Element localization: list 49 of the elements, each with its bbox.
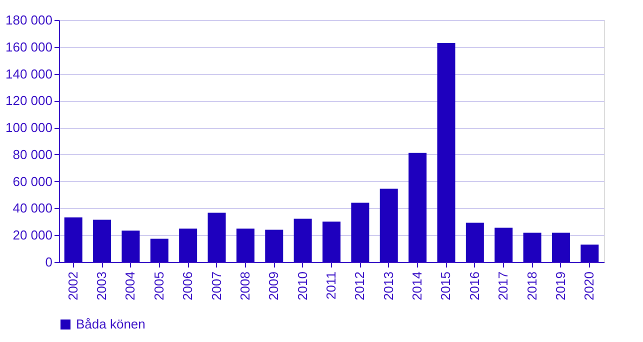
x-tick-label: 2002 xyxy=(65,272,80,300)
y-tick-label: 40 000 xyxy=(12,200,52,216)
bar xyxy=(466,222,484,262)
y-tick-label: 0 xyxy=(45,254,52,270)
y-tick-label: 180 000 xyxy=(6,12,52,28)
bar xyxy=(93,220,112,262)
x-tick-label: 2005 xyxy=(151,272,166,300)
bar xyxy=(380,188,398,262)
x-tick-label: 2015 xyxy=(438,272,454,300)
x-tick-label: 2009 xyxy=(266,272,282,300)
bar xyxy=(265,230,284,262)
bar xyxy=(437,42,456,262)
x-tick-label: 2020 xyxy=(582,272,597,300)
x-tick-label: 2006 xyxy=(180,272,196,300)
y-tick-label: 20 000 xyxy=(12,228,52,243)
legend-label: Båda könen xyxy=(76,316,146,332)
y-tick-label: 120 000 xyxy=(6,93,52,108)
y-tick-label: 160 000 xyxy=(6,39,52,54)
y-tick-label: 100 000 xyxy=(6,120,52,136)
y-tick-label: 140 000 xyxy=(6,66,52,82)
x-tick-label: 2017 xyxy=(496,272,511,300)
x-tick-label: 2003 xyxy=(94,272,110,300)
x-tick-label: 2007 xyxy=(208,272,224,300)
bar xyxy=(64,217,82,262)
bar xyxy=(552,232,570,262)
bar xyxy=(523,232,542,262)
bar xyxy=(322,222,340,262)
bar xyxy=(294,218,312,262)
x-tick-label: 2011 xyxy=(324,272,338,300)
x-tick-label: 2010 xyxy=(294,272,310,300)
bar xyxy=(122,230,140,262)
x-tick-label: 2019 xyxy=(552,272,568,300)
bar xyxy=(408,152,427,262)
x-tick-label: 2014 xyxy=(410,272,425,300)
y-tick-label: 60 000 xyxy=(12,174,52,189)
x-tick-label: 2008 xyxy=(237,272,252,300)
bar xyxy=(494,228,513,262)
x-tick-label: 2018 xyxy=(524,272,540,300)
bar xyxy=(179,228,198,262)
bar xyxy=(208,212,226,262)
x-tick-label: 2016 xyxy=(466,272,482,300)
x-tick-label: 2004 xyxy=(122,272,138,300)
bar xyxy=(580,244,599,262)
x-tick-label: 2013 xyxy=(380,272,396,300)
y-tick-label: 80 000 xyxy=(12,146,52,162)
bar xyxy=(150,238,168,262)
bar xyxy=(351,202,370,262)
bar xyxy=(236,228,254,262)
x-tick-label: 2012 xyxy=(352,272,368,300)
